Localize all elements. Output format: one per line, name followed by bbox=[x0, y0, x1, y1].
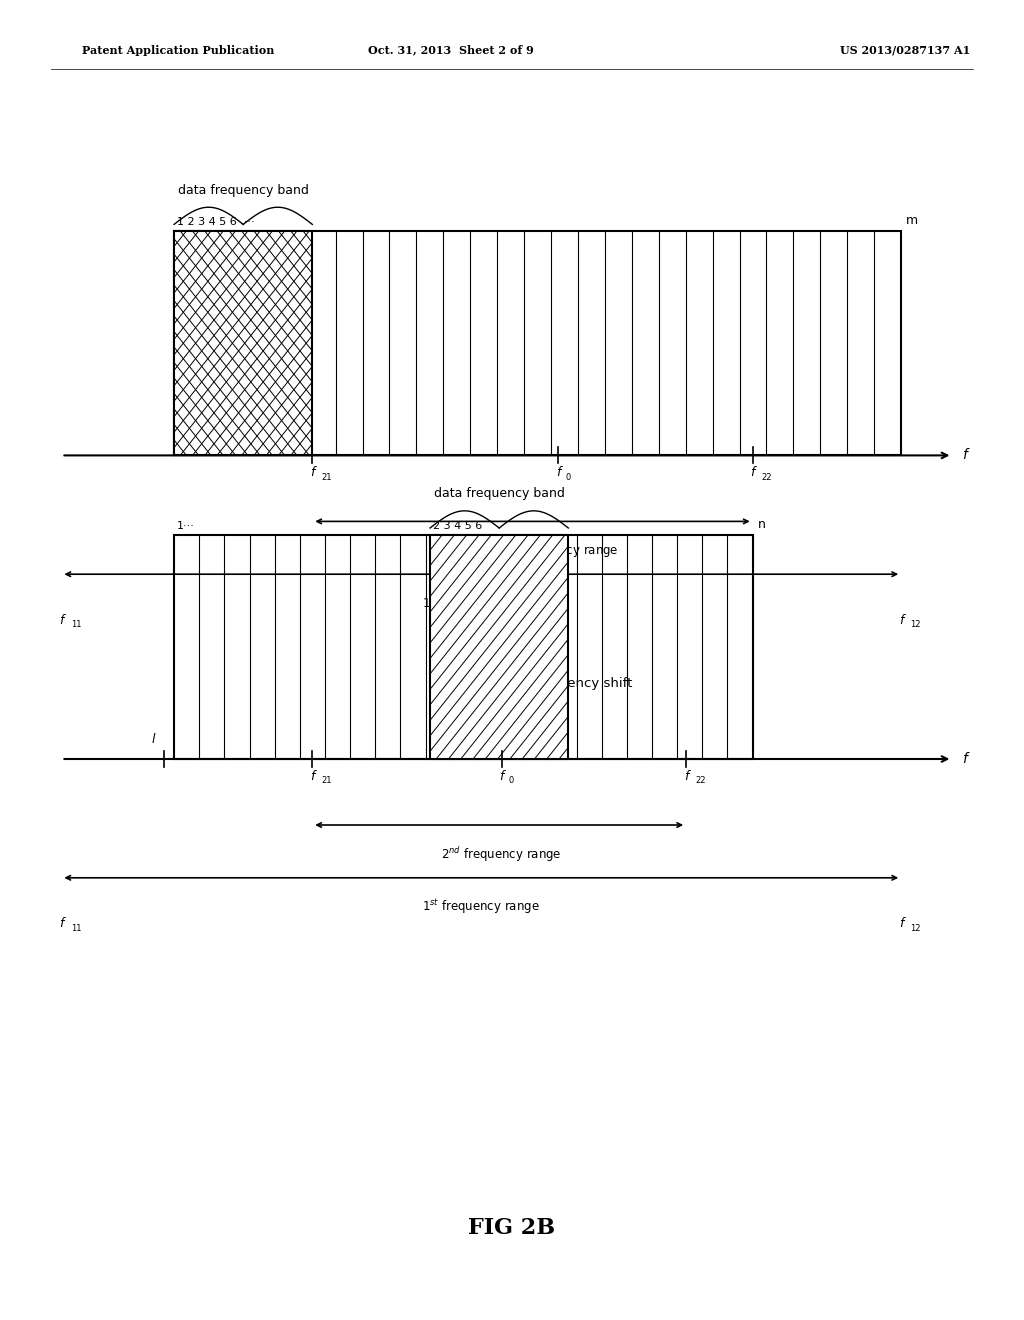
Text: 1$^{st}$ frequency range: 1$^{st}$ frequency range bbox=[423, 898, 540, 916]
Text: f: f bbox=[963, 449, 968, 462]
Text: 2 3 4 5 6: 2 3 4 5 6 bbox=[433, 520, 482, 531]
Text: n: n bbox=[758, 517, 766, 531]
Text: 22: 22 bbox=[762, 473, 772, 482]
Text: 1$^{st}$ frequency range: 1$^{st}$ frequency range bbox=[423, 594, 540, 612]
Text: f: f bbox=[310, 466, 314, 479]
Text: f: f bbox=[684, 770, 688, 783]
Text: FIG 2B: FIG 2B bbox=[468, 1217, 556, 1238]
Text: 0: 0 bbox=[509, 776, 514, 785]
Text: 11: 11 bbox=[71, 620, 81, 630]
Bar bbox=[174, 231, 312, 455]
Text: f: f bbox=[963, 752, 968, 766]
Text: 2$^{nd}$ frequency range: 2$^{nd}$ frequency range bbox=[441, 845, 562, 863]
Text: 22: 22 bbox=[695, 776, 706, 785]
Text: 12: 12 bbox=[910, 620, 921, 630]
Text: 1···: 1··· bbox=[177, 520, 195, 531]
Bar bbox=[174, 231, 901, 455]
Text: m: m bbox=[906, 214, 919, 227]
Text: f: f bbox=[556, 466, 560, 479]
Text: data frequency band: data frequency band bbox=[178, 183, 308, 197]
Text: 21: 21 bbox=[322, 776, 332, 785]
Text: 2$^{nd}$ frequency range: 2$^{nd}$ frequency range bbox=[498, 541, 618, 560]
Text: f: f bbox=[500, 770, 504, 783]
Text: f: f bbox=[751, 466, 755, 479]
Text: frequency shift: frequency shift bbox=[532, 677, 633, 689]
Text: f: f bbox=[59, 917, 63, 931]
Text: Oct. 31, 2013  Sheet 2 of 9: Oct. 31, 2013 Sheet 2 of 9 bbox=[368, 45, 534, 55]
Text: 11: 11 bbox=[71, 924, 81, 933]
Text: f: f bbox=[310, 770, 314, 783]
Text: f: f bbox=[899, 614, 903, 627]
Text: 0: 0 bbox=[565, 473, 570, 482]
Text: FIG 2A: FIG 2A bbox=[469, 722, 555, 743]
Bar bbox=[430, 535, 568, 759]
Text: l: l bbox=[152, 733, 156, 746]
Text: 1 2 3 4 5 6  ···: 1 2 3 4 5 6 ··· bbox=[177, 216, 255, 227]
Bar bbox=[174, 535, 753, 759]
Text: data frequency band: data frequency band bbox=[434, 487, 564, 500]
Text: f: f bbox=[59, 614, 63, 627]
Bar bbox=[430, 535, 568, 759]
Text: 21: 21 bbox=[322, 473, 332, 482]
Text: 12: 12 bbox=[910, 924, 921, 933]
Text: f: f bbox=[899, 917, 903, 931]
Text: US 2013/0287137 A1: US 2013/0287137 A1 bbox=[840, 45, 970, 55]
Text: Patent Application Publication: Patent Application Publication bbox=[82, 45, 274, 55]
Bar bbox=[174, 231, 312, 455]
